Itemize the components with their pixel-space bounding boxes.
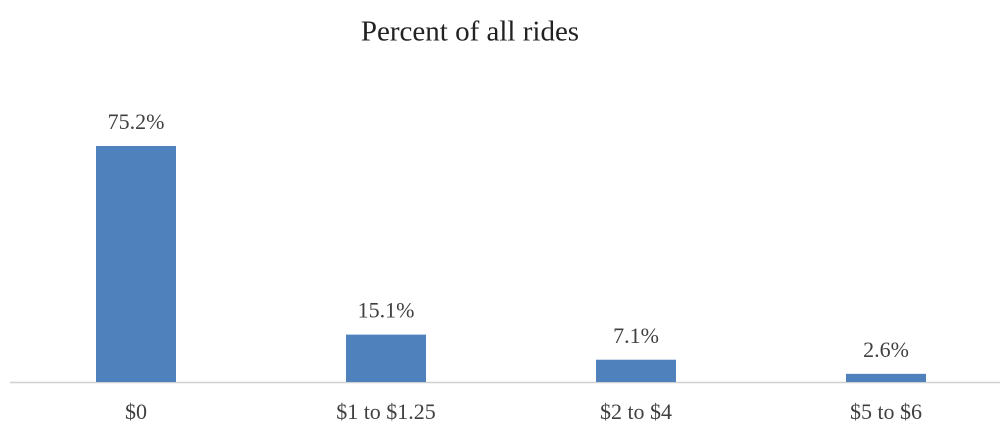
x-tick-label: $2 to $4 [600, 399, 672, 424]
bar [96, 146, 176, 382]
value-label: 75.2% [108, 109, 165, 134]
value-label: 7.1% [613, 323, 659, 348]
value-label: 15.1% [358, 298, 415, 323]
x-tick-label: $1 to $1.25 [336, 399, 436, 424]
bar [596, 359, 676, 382]
value-label: 2.6% [863, 337, 909, 362]
bar [846, 373, 926, 382]
bar [346, 334, 426, 382]
x-tick-label: $5 to $6 [850, 399, 922, 424]
chart-title: Percent of all rides [361, 16, 579, 48]
x-tick-label: $0 [125, 399, 147, 424]
